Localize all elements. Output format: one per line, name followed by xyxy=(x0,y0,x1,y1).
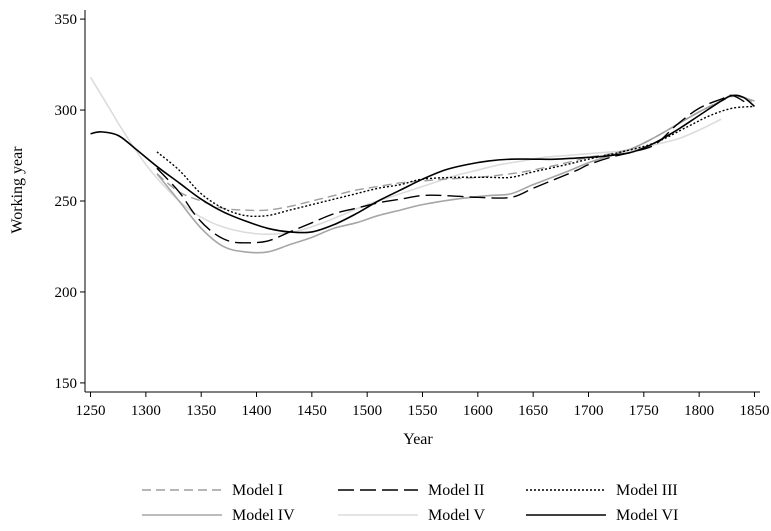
x-tick-label-1800: 1800 xyxy=(684,403,714,419)
x-tick-label-1300: 1300 xyxy=(131,403,161,419)
legend-label-model-vi: Model VI xyxy=(616,507,678,524)
y-tick-label-250: 250 xyxy=(55,194,78,210)
x-tick-label-1750: 1750 xyxy=(629,403,659,419)
series-line-model-iv xyxy=(156,94,755,254)
x-tick-label-1700: 1700 xyxy=(573,403,603,419)
series-line-model-i xyxy=(156,94,755,212)
legend: Model I Model II Model III Model IV Model V M… xyxy=(142,482,678,524)
legend-label-model-i: Model I xyxy=(232,482,283,499)
x-tick-label-1850: 1850 xyxy=(739,403,769,419)
x-tick-label-1500: 1500 xyxy=(352,403,382,419)
x-tick-label-1350: 1350 xyxy=(186,403,216,419)
x-axis-title: Year xyxy=(403,431,433,448)
x-tick-label-1450: 1450 xyxy=(297,403,327,419)
series-line-model-v xyxy=(89,76,722,235)
x-tick-label-1650: 1650 xyxy=(518,403,548,419)
y-ticks: 150 200 250 300 350 xyxy=(55,12,85,392)
axes xyxy=(84,10,760,393)
y-axis-title: Working year xyxy=(9,146,26,234)
legend-label-model-iv: Model IV xyxy=(232,507,295,524)
series-layer xyxy=(89,76,755,254)
legend-label-model-iii: Model III xyxy=(616,482,678,499)
x-ticks: 1250 1300 1350 1400 1450 1500 1550 1600 1650 1700… xyxy=(76,392,769,419)
legend-label-model-v: Model V xyxy=(428,507,485,524)
x-tick-label-1400: 1400 xyxy=(242,403,272,419)
y-tick-label-150: 150 xyxy=(55,376,78,392)
y-tick-label-200: 200 xyxy=(55,285,78,301)
x-tick-label-1600: 1600 xyxy=(463,403,493,419)
series-line-model-vi xyxy=(90,94,755,234)
y-tick-label-350: 350 xyxy=(55,12,78,28)
x-tick-label-1550: 1550 xyxy=(408,403,438,419)
x-tick-label-1250: 1250 xyxy=(76,403,106,419)
y-tick-label-300: 300 xyxy=(55,103,78,119)
legend-label-model-ii: Model II xyxy=(428,482,484,499)
